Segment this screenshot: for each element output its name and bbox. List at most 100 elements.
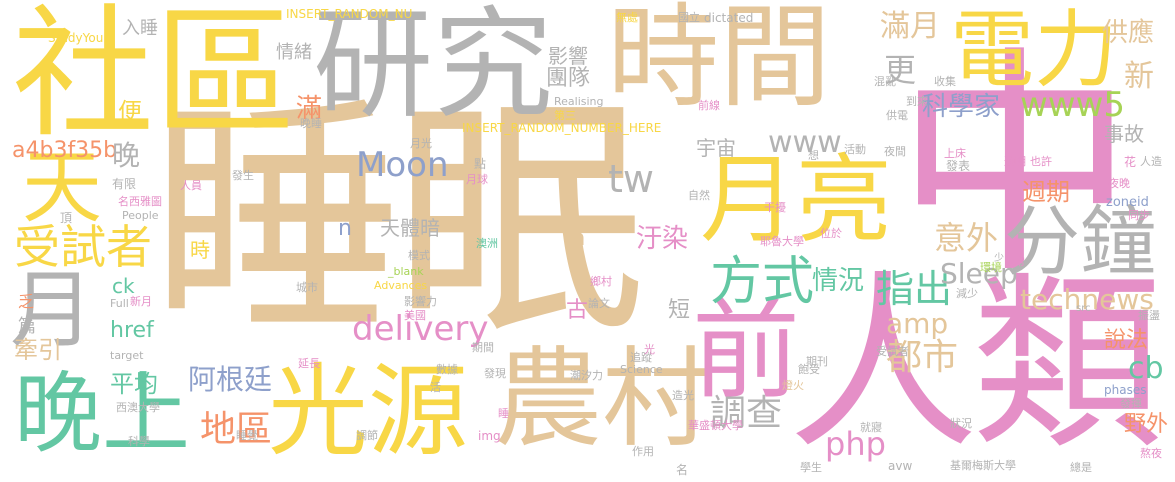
word-australia: 澳洲	[476, 237, 498, 250]
word-humans: 人類	[788, 254, 1162, 475]
word-realising: Realising	[554, 95, 604, 108]
word-area: 地區	[200, 409, 273, 450]
word-short: 短	[668, 298, 691, 323]
word-artificial: 人造	[1140, 155, 1162, 168]
word-more: 更	[884, 51, 917, 89]
word-day: 天	[22, 141, 102, 234]
word-happen: 發生	[232, 169, 254, 182]
word-universe: 宇宙	[696, 136, 736, 160]
word-bedtime: 就寢	[860, 421, 882, 434]
word-science-zh: 科學	[128, 435, 150, 448]
word-influence-power: 影響力	[404, 295, 437, 308]
word-evening: 晚上	[14, 362, 191, 465]
word-claim: 說法	[1104, 328, 1149, 353]
word-oscillation: 振盪	[1138, 309, 1160, 322]
word-science: Science	[620, 363, 663, 376]
word-power-supply: 供電	[886, 109, 908, 122]
word-minutes: 分鐘	[1004, 197, 1156, 286]
word-national: 國立	[678, 11, 700, 24]
word-hash: a4b3f35b	[12, 138, 118, 163]
word-maybe: 也許	[1030, 155, 1052, 168]
word-community: 社區	[12, 0, 296, 157]
word-condition: 狀況	[950, 417, 972, 430]
word-city: 都市	[886, 337, 959, 378]
word-argentina: 阿根廷	[188, 363, 273, 396]
word-uwa: 西澳大學	[116, 401, 160, 414]
word-reduce: 減少	[956, 287, 978, 300]
word-uw: 華盛頓大學	[688, 419, 743, 432]
word-cycle: 週期	[1022, 178, 1070, 206]
word-electricity: 電力	[950, 1, 1119, 99]
word-flower: 花	[1124, 155, 1137, 169]
word-seattle: 名西雅圖	[118, 195, 162, 208]
word-collect: 收集	[934, 75, 956, 88]
word-shui: 睡	[498, 407, 509, 420]
word-nowhere: 無處	[616, 11, 638, 24]
word-yale: 耶魯大學	[760, 235, 804, 248]
word-technews: technews	[1020, 283, 1154, 316]
word-cb: cb	[1128, 351, 1164, 386]
word-huo: 活	[430, 381, 441, 394]
word-supply: 供應	[1102, 18, 1155, 48]
word-avw: avw	[888, 459, 913, 473]
word-href: href	[110, 318, 154, 343]
word-amp: amp	[886, 307, 949, 340]
word-personnel: 人員	[180, 179, 202, 192]
word-n: n	[338, 216, 352, 241]
word-night-time: 夜間	[884, 145, 906, 158]
word-php: php	[825, 425, 886, 463]
word-frontline: 前線	[698, 99, 720, 112]
word-interfere: 干擾	[764, 201, 786, 214]
word-people: People	[122, 209, 159, 222]
word-survey: 調查	[710, 393, 783, 434]
word-tw: tw	[608, 157, 654, 201]
word-tidal: 潮汐力	[570, 369, 603, 382]
word-point-out: 指出	[876, 267, 953, 311]
word-effect: 作用	[632, 445, 654, 458]
word-quilmes: 基爾梅斯大學	[950, 459, 1016, 472]
word-nature: 自然	[688, 189, 710, 202]
word-situation: 情況	[812, 266, 865, 296]
word-always: 總是	[1070, 461, 1092, 474]
word-pattern: 模式	[408, 249, 430, 262]
word-lunar: 月球	[466, 173, 488, 186]
word-guang: 光	[644, 343, 655, 356]
word-full-en: Full	[110, 297, 129, 310]
word-traction: 牽引	[14, 336, 62, 364]
word-located: 位於	[820, 227, 842, 240]
word-new-moon: 新月	[130, 295, 152, 308]
word-zhong: 中	[895, 26, 1136, 306]
word-fa: 乏	[18, 292, 35, 311]
word-img: img	[478, 429, 501, 443]
word-paper: 論文	[588, 297, 610, 310]
word-often: 常	[1014, 255, 1025, 268]
word-student: 學生	[800, 461, 822, 474]
word-before: 前	[692, 289, 801, 414]
word-insert-nu: INSERT_RANDOM_NU	[286, 7, 413, 21]
word-method: 方式	[710, 252, 815, 312]
word-chaos: 混亂	[874, 75, 896, 88]
word-rural: 農村	[494, 337, 711, 462]
word-scientist: 科學家	[922, 92, 1001, 122]
word-pollution: 汙染	[636, 224, 689, 254]
word-make-light: 造光	[672, 389, 694, 402]
word-activity: 活動	[844, 143, 866, 156]
word-moon-zh: 月亮	[700, 144, 892, 256]
word-new: 新	[1124, 59, 1154, 94]
word-track: 追蹤	[630, 351, 652, 364]
word-research: 研究	[313, 0, 553, 135]
word-go-bed: 上床	[944, 147, 966, 160]
word-sleep: 睡眠	[150, 75, 646, 368]
word-incident: 事故	[1104, 122, 1144, 146]
word-subjects: 受試者	[14, 220, 152, 274]
word-sleep-en: Sleep	[940, 257, 1018, 290]
word-month: 月	[10, 261, 95, 359]
word-mood: 情緒	[276, 42, 312, 63]
word-night: 夜晚	[1108, 177, 1130, 190]
word-journal: 期刊	[806, 355, 828, 368]
word-pian: 篇	[18, 316, 36, 337]
word-shao: 少	[994, 253, 1004, 264]
word-extend: 延長	[298, 357, 320, 370]
word-dark-body: 天體暗	[380, 216, 440, 240]
word-bright: 通明	[1004, 155, 1026, 168]
